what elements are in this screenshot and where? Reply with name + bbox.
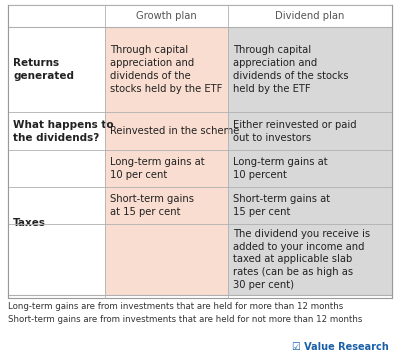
- Text: Taxes: Taxes: [13, 218, 46, 228]
- Text: Long-term gains are from investments that are held for more than 12 months: Long-term gains are from investments tha…: [8, 302, 343, 311]
- Text: Short-term gains at
15 per cent: Short-term gains at 15 per cent: [233, 194, 330, 217]
- Text: Dividend plan: Dividend plan: [275, 11, 345, 21]
- Bar: [8, 5, 392, 27]
- Bar: [8, 112, 105, 151]
- Text: Long-term gains at
10 percent: Long-term gains at 10 percent: [233, 157, 328, 180]
- Text: Reinvested in the scheme: Reinvested in the scheme: [110, 126, 239, 136]
- Bar: [105, 27, 228, 112]
- Text: Short-term gains
at 15 per cent: Short-term gains at 15 per cent: [110, 194, 194, 217]
- Bar: [8, 27, 105, 112]
- Bar: [105, 151, 228, 187]
- Text: Growth plan: Growth plan: [136, 11, 197, 21]
- Text: Returns
generated: Returns generated: [13, 58, 74, 81]
- Bar: [228, 151, 392, 187]
- Text: Long-term gains at
10 per cent: Long-term gains at 10 per cent: [110, 157, 205, 180]
- Text: The dividend you receive is
added to your income and
taxed at applicable slab
ra: The dividend you receive is added to you…: [233, 229, 370, 290]
- Text: What happens to
the dividends?: What happens to the dividends?: [13, 120, 114, 142]
- Bar: [8, 151, 105, 187]
- Text: Through capital
appreciation and
dividends of the
stocks held by the ETF: Through capital appreciation and dividen…: [110, 45, 222, 94]
- Text: Short-term gains are from investments that are held for not more than 12 months: Short-term gains are from investments th…: [8, 315, 362, 324]
- Text: Through capital
appreciation and
dividends of the stocks
held by the ETF: Through capital appreciation and dividen…: [233, 45, 348, 94]
- Bar: [8, 5, 392, 298]
- Bar: [228, 187, 392, 224]
- Text: Either reinvested or paid
out to investors: Either reinvested or paid out to investo…: [233, 120, 357, 142]
- Bar: [228, 112, 392, 151]
- Bar: [105, 187, 228, 224]
- Bar: [8, 187, 105, 224]
- Text: ☑ Value Research: ☑ Value Research: [292, 342, 389, 352]
- Bar: [8, 224, 105, 295]
- Bar: [228, 27, 392, 112]
- Bar: [105, 112, 228, 151]
- Bar: [228, 224, 392, 295]
- Bar: [105, 224, 228, 295]
